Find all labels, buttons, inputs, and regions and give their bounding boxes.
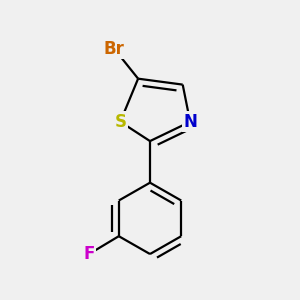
Text: S: S [114,113,126,131]
Text: Br: Br [104,40,125,58]
Text: F: F [83,245,95,263]
Text: N: N [183,113,197,131]
